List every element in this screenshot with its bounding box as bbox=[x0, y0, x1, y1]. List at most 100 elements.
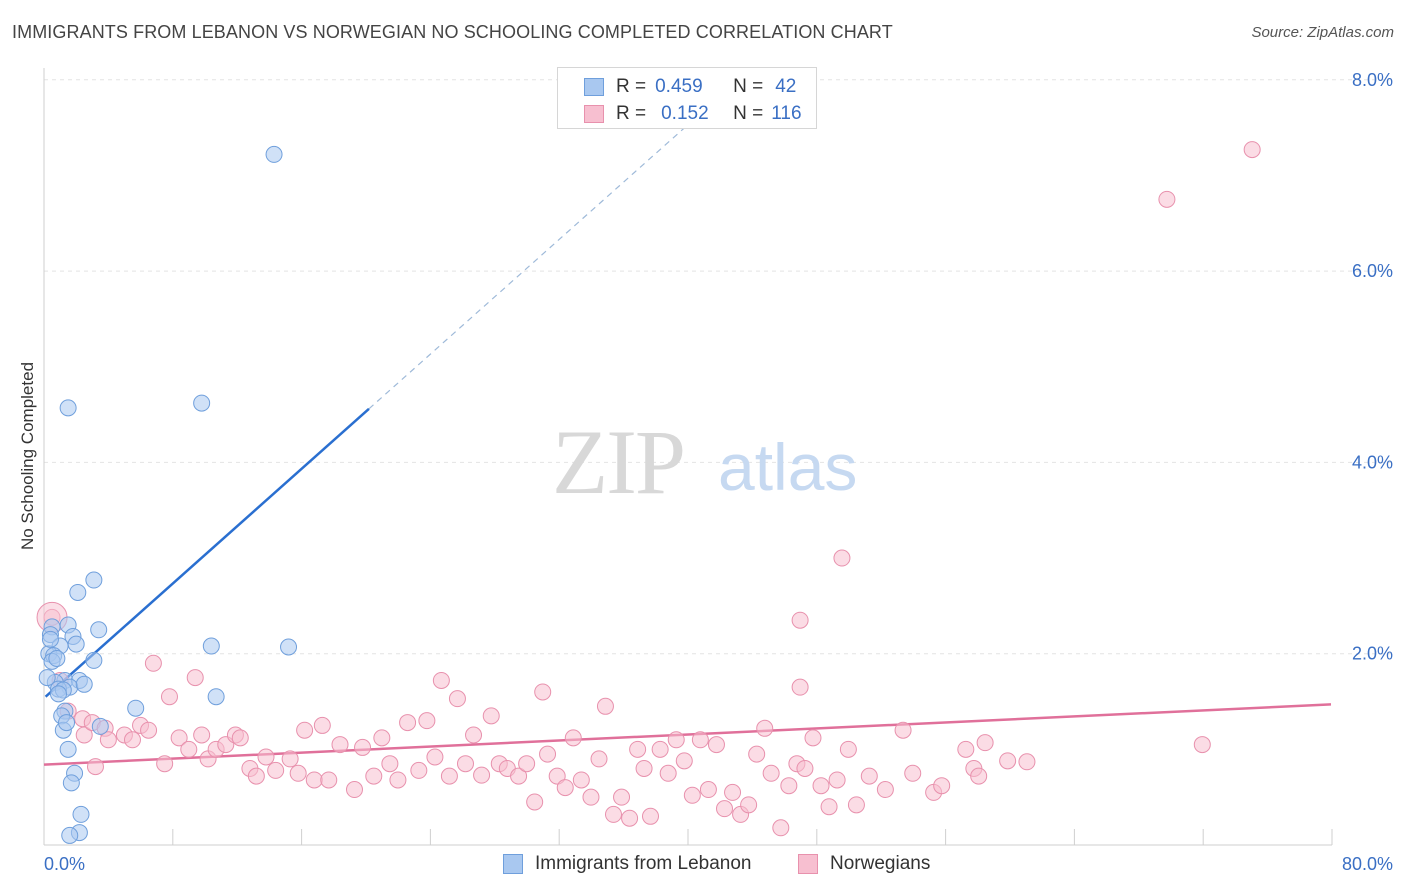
legend-row-norwegians: R = 0.152 N = 116 bbox=[584, 102, 802, 126]
norwegians-point bbox=[699, 781, 717, 799]
norwegians-point bbox=[796, 759, 814, 777]
norwegians-point bbox=[621, 809, 639, 827]
lebanon-point bbox=[85, 651, 103, 669]
lebanon-point bbox=[62, 774, 80, 792]
lebanon-point bbox=[41, 630, 59, 648]
chart-title: IMMIGRANTS FROM LEBANON VS NORWEGIAN NO … bbox=[12, 22, 893, 42]
norwegians-point bbox=[833, 549, 851, 567]
norwegians-point bbox=[596, 697, 614, 715]
norwegians-point bbox=[556, 779, 574, 797]
norwegians-point bbox=[604, 805, 622, 823]
norwegians-point bbox=[281, 750, 299, 768]
norwegians-point bbox=[373, 729, 391, 747]
norwegians-point bbox=[1018, 753, 1036, 771]
norwegians-point bbox=[791, 611, 809, 629]
legend-swatch-lebanon bbox=[584, 78, 604, 96]
norwegians-point bbox=[804, 729, 822, 747]
norwegians-point bbox=[510, 767, 528, 785]
norwegians-point bbox=[976, 734, 994, 752]
legend-r-label: R = bbox=[616, 76, 647, 97]
lebanon-point bbox=[127, 699, 145, 717]
norwegians-point bbox=[320, 771, 338, 789]
lebanon-point bbox=[75, 675, 93, 693]
norwegians-point bbox=[534, 683, 552, 701]
norwegians-point bbox=[410, 761, 428, 779]
norwegians-point bbox=[847, 796, 865, 814]
norwegians-point bbox=[296, 721, 314, 739]
trend-lines bbox=[43, 88, 1332, 766]
norwegians-point bbox=[957, 740, 975, 758]
tick-labels: 2.0% 4.0% 6.0% 8.0% 0.0% 80.0% bbox=[44, 70, 1393, 874]
norwegians-point bbox=[170, 729, 188, 747]
norwegians-point bbox=[1193, 736, 1211, 754]
norwegians-point bbox=[860, 767, 878, 785]
norwegians-point bbox=[780, 777, 798, 795]
norwegians-point bbox=[231, 729, 249, 747]
norwegians-point bbox=[389, 771, 407, 789]
norwegians-point bbox=[762, 764, 780, 782]
lebanon-point bbox=[202, 637, 220, 655]
norwegians-point bbox=[186, 669, 204, 687]
legend-n-label: N = bbox=[733, 76, 764, 97]
norwegians-point bbox=[426, 748, 444, 766]
norwegians-point bbox=[724, 783, 742, 801]
y-tick-label: 2.0% bbox=[1352, 644, 1393, 664]
norwegians-point bbox=[526, 793, 544, 811]
norwegians-point bbox=[667, 731, 685, 749]
lebanon-point bbox=[265, 145, 283, 163]
norwegians-point bbox=[970, 767, 988, 785]
norwegians-points bbox=[36, 141, 1261, 837]
norwegians-point bbox=[933, 777, 951, 795]
lebanon-point bbox=[90, 621, 108, 639]
norwegians-point bbox=[828, 771, 846, 789]
norwegians-point bbox=[904, 764, 922, 782]
norwegians-point bbox=[548, 767, 566, 785]
norwegians-point bbox=[465, 726, 483, 744]
bottom-legend-norwegians: Norwegians bbox=[798, 852, 930, 876]
legend-r-label: R = bbox=[616, 103, 647, 124]
norwegians-point bbox=[267, 761, 285, 779]
y-tick-label: 4.0% bbox=[1352, 452, 1393, 472]
norwegians-point bbox=[247, 767, 265, 785]
norwegians-point bbox=[257, 748, 275, 766]
norwegians-point bbox=[999, 752, 1017, 770]
y-tick-label: 6.0% bbox=[1352, 261, 1393, 281]
lebanon-point bbox=[38, 669, 56, 687]
lebanon-point bbox=[59, 740, 77, 758]
bottom-legend-swatch-lebanon bbox=[503, 854, 523, 874]
norwegians-point bbox=[75, 726, 93, 744]
norwegians-point bbox=[716, 800, 734, 818]
norwegians-point bbox=[675, 752, 693, 770]
norwegians-point bbox=[354, 738, 372, 756]
lebanon-point bbox=[61, 826, 79, 844]
lebanon-point bbox=[69, 583, 87, 601]
watermark-zip: ZIP bbox=[552, 411, 684, 513]
bottom-legend-lebanon: Immigrants from Lebanon bbox=[503, 852, 752, 876]
lebanon-points bbox=[38, 145, 298, 844]
norwegians-point bbox=[99, 731, 117, 749]
norwegians-point bbox=[1243, 141, 1261, 159]
norwegians-point bbox=[313, 716, 331, 734]
norwegians-point bbox=[894, 721, 912, 739]
norwegians-point bbox=[518, 755, 536, 773]
norwegians-point bbox=[812, 777, 830, 795]
lebanon-point bbox=[49, 685, 67, 703]
norwegians-point bbox=[418, 712, 436, 730]
norwegians-point bbox=[365, 767, 383, 785]
x-tick-label: 0.0% bbox=[44, 854, 85, 874]
norwegians-point bbox=[331, 736, 349, 754]
y-tick-label: 8.0% bbox=[1352, 70, 1393, 90]
lebanon-point bbox=[193, 394, 211, 412]
lebanon-point bbox=[207, 688, 225, 706]
norwegians-point bbox=[791, 678, 809, 696]
bottom-legend-label-norwegians: Norwegians bbox=[830, 853, 931, 874]
norwegians-point bbox=[123, 731, 141, 749]
lebanon-trend-line bbox=[44, 407, 370, 698]
norwegians-point bbox=[289, 764, 307, 782]
norwegians-point bbox=[448, 690, 466, 708]
norwegians-point bbox=[456, 755, 474, 773]
norwegians-point bbox=[748, 745, 766, 763]
norwegians-point bbox=[572, 771, 590, 789]
legend-n-value: 42 bbox=[775, 76, 797, 97]
norwegians-point bbox=[582, 788, 600, 806]
